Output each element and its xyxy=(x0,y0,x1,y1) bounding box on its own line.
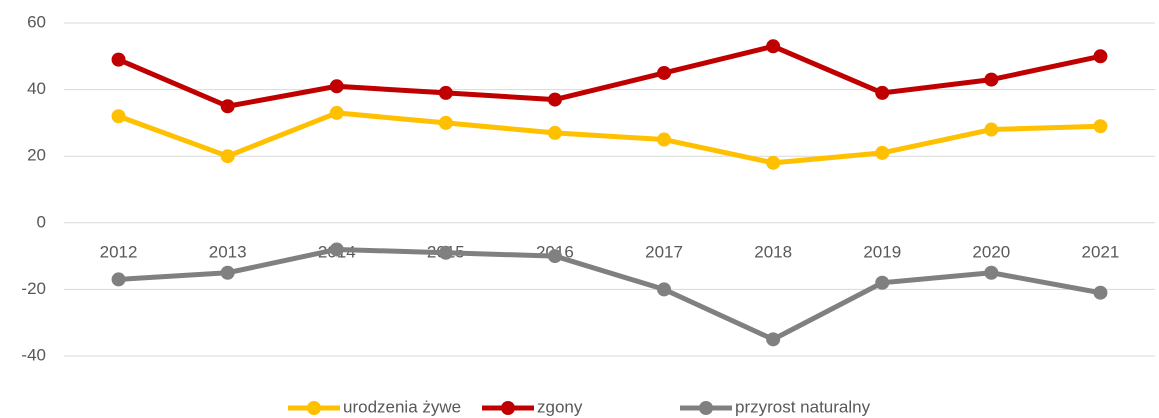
data-point xyxy=(657,132,672,147)
y-tick-label: -20 xyxy=(21,279,46,298)
legend-marker xyxy=(307,401,321,415)
data-point xyxy=(438,245,453,260)
labels: -40-200204060201220132014201520162017201… xyxy=(21,12,1119,364)
legend-label: zgony xyxy=(537,397,583,416)
series-line xyxy=(117,43,1101,109)
y-tick-label: 60 xyxy=(27,12,46,31)
data-point xyxy=(875,85,890,100)
data-point xyxy=(111,272,126,287)
data-point xyxy=(875,275,890,290)
x-tick-label: 2019 xyxy=(863,242,901,261)
data-point xyxy=(220,149,235,164)
data-point xyxy=(547,92,562,107)
data-point xyxy=(657,65,672,80)
legend-marker xyxy=(501,401,515,415)
data-point xyxy=(766,155,781,170)
series-line xyxy=(118,246,1101,342)
data-point xyxy=(984,72,999,87)
legend: urodzenia żywe zgony przyrost naturalny xyxy=(288,397,871,416)
data-point xyxy=(766,39,781,54)
data-point xyxy=(111,52,126,67)
lines xyxy=(111,39,1108,347)
x-tick-label: 2021 xyxy=(1082,242,1120,261)
data-point xyxy=(220,265,235,280)
data-point xyxy=(875,145,890,160)
data-point xyxy=(438,85,453,100)
data-point xyxy=(329,105,344,120)
x-tick-label: 2013 xyxy=(209,242,247,261)
series-line xyxy=(117,110,1101,166)
data-point xyxy=(438,115,453,130)
y-tick-label: -40 xyxy=(21,345,46,364)
x-tick-label: 2018 xyxy=(754,242,792,261)
data-point xyxy=(1093,285,1108,300)
data-point xyxy=(984,122,999,137)
data-point xyxy=(1093,119,1108,134)
data-point xyxy=(220,99,235,114)
data-point xyxy=(329,242,344,257)
x-tick-label: 2012 xyxy=(100,242,138,261)
x-tick-label: 2020 xyxy=(972,242,1010,261)
y-tick-label: 40 xyxy=(27,79,46,98)
data-point xyxy=(766,332,781,347)
y-tick-label: 20 xyxy=(27,146,46,165)
legend-label: urodzenia żywe xyxy=(343,397,461,416)
data-point xyxy=(547,249,562,264)
y-tick-label: 0 xyxy=(37,212,46,231)
legend-marker xyxy=(699,401,713,415)
data-point xyxy=(329,79,344,94)
data-point xyxy=(111,109,126,124)
data-point xyxy=(1093,49,1108,64)
x-tick-label: 2017 xyxy=(645,242,683,261)
legend-label: przyrost naturalny xyxy=(735,397,871,416)
grid xyxy=(64,22,1155,357)
data-point xyxy=(657,282,672,297)
data-point xyxy=(984,265,999,280)
data-point xyxy=(547,125,562,140)
